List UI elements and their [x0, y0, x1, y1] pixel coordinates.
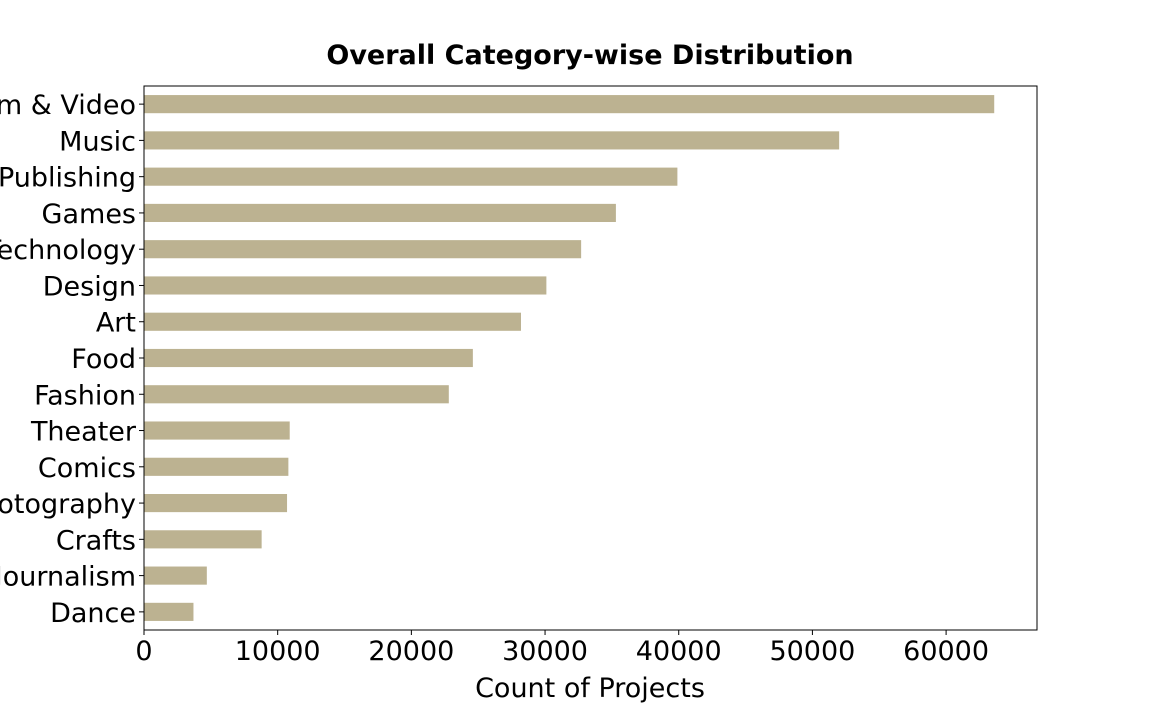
bars-layer	[144, 95, 995, 621]
bar-publishing	[144, 167, 678, 186]
bar-technology	[144, 240, 582, 259]
x-tick-label: 30000	[502, 636, 588, 667]
category-label-photography: Photography	[0, 489, 136, 520]
category-label-technology: Technology	[0, 235, 136, 266]
x-tick-label: 10000	[235, 636, 321, 667]
bar-music	[144, 131, 840, 150]
category-label-dance: Dance	[50, 598, 136, 629]
category-label-games: Games	[42, 199, 136, 230]
bar-dance	[144, 602, 194, 621]
chart-title: Overall Category-wise Distribution	[326, 40, 853, 71]
category-label-film-and-video: Film & Video	[0, 90, 136, 121]
bar-photography	[144, 494, 288, 513]
bar-theater	[144, 421, 290, 440]
x-tick-label: 50000	[769, 636, 855, 667]
category-label-design: Design	[43, 271, 136, 302]
category-label-publishing: Publishing	[0, 163, 136, 194]
category-label-journalism: Journalism	[0, 562, 136, 593]
x-tick-label: 60000	[903, 636, 989, 667]
bar-food	[144, 348, 473, 368]
x-tick-label: 40000	[636, 636, 722, 667]
category-labels: Film & Video Music Publishing Games Technolo…	[0, 90, 144, 629]
bar-comics	[144, 457, 289, 476]
bar-art	[144, 312, 521, 331]
category-label-crafts: Crafts	[56, 525, 136, 556]
category-label-theater: Theater	[30, 417, 137, 448]
bar-games	[144, 203, 616, 222]
x-tick-label: 0	[135, 636, 152, 667]
category-label-fashion: Fashion	[34, 380, 136, 411]
bar-crafts	[144, 530, 262, 549]
category-label-comics: Comics	[38, 453, 136, 484]
x-tick-label: 20000	[368, 636, 454, 667]
x-axis-ticks: 0 10000 20000 30000 40000 50000 60000	[135, 630, 989, 667]
bar-fashion	[144, 385, 449, 404]
category-label-music: Music	[59, 126, 136, 157]
category-label-food: Food	[71, 344, 136, 375]
category-label-art: Art	[96, 308, 136, 339]
bar-journalism	[144, 566, 207, 585]
bar-film-and-video	[144, 95, 995, 114]
x-axis-label: Count of Projects	[475, 673, 705, 704]
bar-design	[144, 276, 547, 295]
